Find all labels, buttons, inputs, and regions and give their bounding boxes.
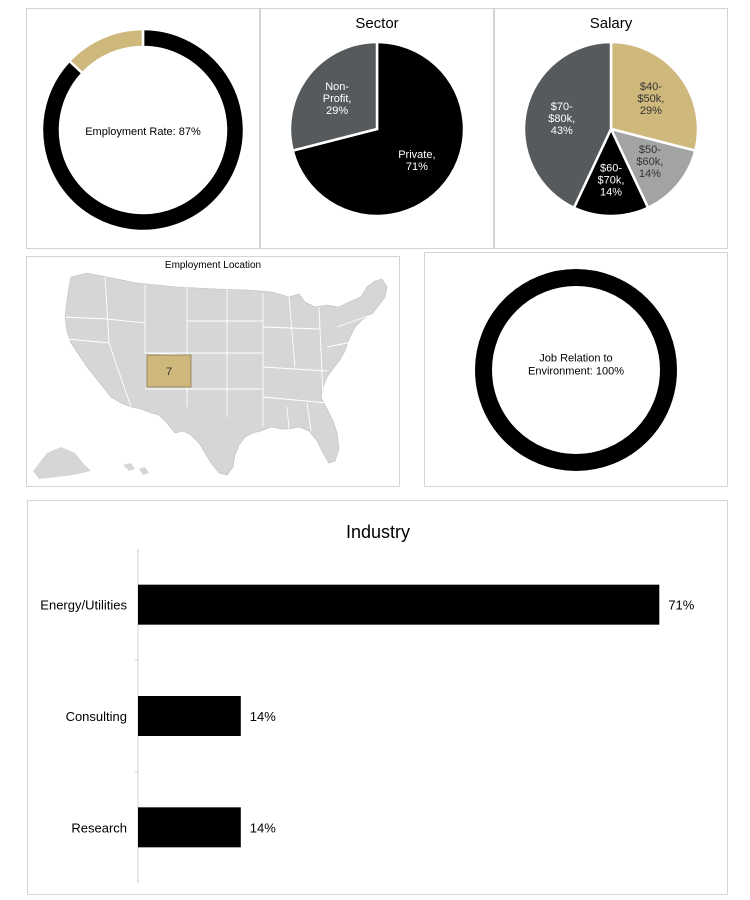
category-label-energy-utilities: Energy/Utilities	[40, 598, 127, 613]
slice-non-profit-label: Non-Profit, 29%	[323, 81, 352, 117]
state-borders	[64, 276, 378, 432]
employment-location-map: Employment Location 7	[33, 260, 388, 479]
category-label-research: Research	[71, 820, 127, 835]
salary-pie-chart: $40-$50k, 29%$50-$60k, 14%$60-$70k, 14%$70-…	[522, 15, 700, 218]
bar-energy-utilities	[138, 584, 660, 625]
slice-70-80k	[522, 40, 613, 210]
sector-panel: Private, 71% Non-Profit, 29% Sector	[260, 8, 494, 249]
us-states-shape	[64, 272, 388, 476]
map-title: Employment Location	[165, 260, 261, 271]
slice-40-50k	[609, 40, 700, 153]
slice-70-80k-label-line-2: 43%	[551, 125, 573, 137]
category-label-consulting: Consulting	[66, 709, 127, 724]
colorado-state	[146, 354, 192, 388]
job-relation-donut-chart: Job Relation to Environment: 100%	[475, 269, 677, 471]
value-label-research: 14%	[250, 820, 276, 835]
slice-40-50k-label-line-1: $50k,	[637, 93, 664, 105]
slice-non-profit-label-line-0: Non-	[325, 81, 349, 93]
slice-employed	[40, 27, 246, 233]
slice-non-profit	[288, 40, 379, 153]
slice-60-70k-label: $60-$70k, 14%	[598, 162, 625, 198]
slice-50-60k-label: $50-$60k, 14%	[636, 144, 663, 180]
slice-related	[475, 269, 677, 471]
slice-40-50k-label-line-0: $40-	[640, 81, 662, 93]
slice-60-70k	[572, 126, 650, 218]
sector-title: Sector	[355, 15, 398, 32]
industry-title: Industry	[346, 522, 410, 542]
slice-50-60k-label-line-1: $60k,	[636, 156, 663, 168]
hawaii-shape	[123, 463, 149, 475]
slice-50-60k-label-line-0: $50-	[639, 144, 661, 156]
slice-60-70k-label-line-0: $60-	[600, 162, 622, 174]
slice-non-profit-label-line-1: Profit,	[323, 93, 352, 105]
value-label-consulting: 14%	[250, 709, 276, 724]
employment-rate-center-label: Employment Rate: 87%	[85, 126, 201, 138]
slice-private	[291, 40, 466, 218]
slice-70-80k-label-line-1: $80k,	[548, 113, 575, 125]
slice-non-profit-label-line-2: 29%	[326, 105, 348, 117]
salary-title: Salary	[590, 15, 633, 32]
slice-40-50k-label-line-2: 29%	[640, 105, 662, 117]
industry-panel: Industry Energy/Utilities 71% Consulting 14%…	[27, 500, 728, 895]
slice-60-70k-label-line-2: 14%	[600, 186, 622, 198]
slice-50-60k-label-line-2: 14%	[639, 168, 661, 180]
bar-research	[138, 807, 241, 848]
employment-rate-panel: Employment Rate: 87%	[26, 8, 260, 249]
job-relation-panel: Job Relation to Environment: 100%	[424, 252, 728, 487]
slice-70-80k-label: $70-$80k, 43%	[548, 101, 575, 137]
slice-not-employed	[67, 27, 145, 75]
job-relation-center-label-line-0: Job Relation to	[539, 353, 612, 365]
slice-70-80k-label-line-0: $70-	[551, 101, 573, 113]
industry-bar-chart: Industry Energy/Utilities 71% Consulting 14%…	[40, 522, 695, 883]
sector-pie-chart: Private, 71% Non-Profit, 29% Sector	[288, 15, 466, 218]
bar-consulting	[138, 696, 241, 736]
job-relation-center-label: Job Relation to Environment: 100%	[528, 353, 624, 378]
salary-panel: $40-$50k, 29% $50-$60k, 14% $60-$70k, 14% $70-…	[494, 8, 728, 249]
job-relation-center-label-line-1: Environment: 100%	[528, 366, 624, 378]
slice-private-label-line-1: 71%	[406, 161, 428, 173]
alaska-shape	[33, 447, 91, 479]
slice-50-60k	[608, 127, 697, 210]
slice-private-label: Private, 71%	[398, 149, 435, 173]
employment-location-panel: Employment Location 7	[26, 256, 400, 487]
value-label-energy-utilities: 71%	[668, 598, 694, 613]
colorado-value-label: 7	[166, 366, 172, 378]
slice-private-label-line-0: Private,	[398, 149, 435, 161]
slice-40-50k-label: $40-$50k, 29%	[637, 81, 664, 117]
employment-rate-donut-chart: Employment Rate: 87%	[40, 27, 246, 233]
slice-60-70k-label-line-1: $70k,	[598, 174, 625, 186]
